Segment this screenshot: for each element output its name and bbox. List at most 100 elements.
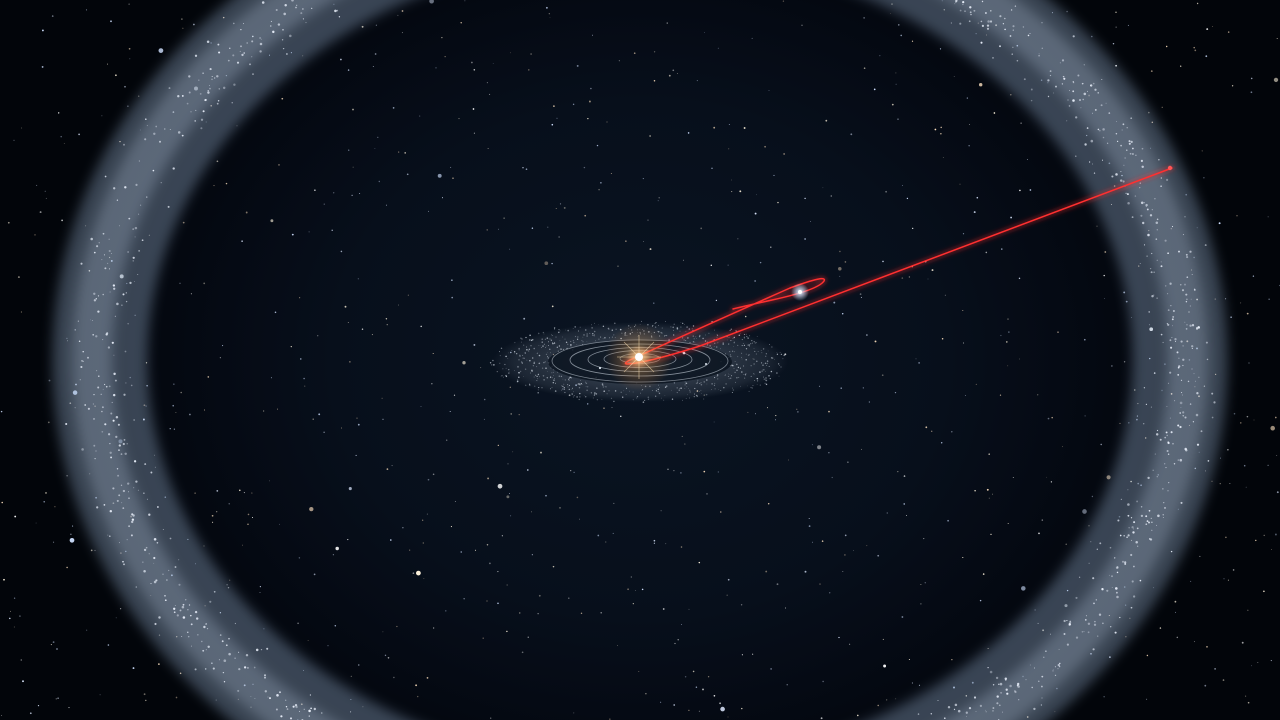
background-star (437, 173, 442, 178)
disk-particle (713, 384, 715, 386)
disk-particle (563, 388, 566, 391)
background-star (741, 707, 743, 710)
cloud-particle (232, 54, 235, 57)
cloud-particle (1150, 517, 1152, 520)
disk-particle (585, 382, 588, 385)
cloud-particle (111, 341, 114, 344)
background-star (169, 428, 171, 430)
cloud-particle (1010, 9, 1013, 11)
cloud-particle (187, 609, 189, 611)
background-star (1225, 298, 1227, 300)
background-star (99, 694, 101, 696)
cloud-particle (1185, 300, 1188, 303)
cloud-particle (295, 6, 297, 9)
background-star (592, 34, 593, 36)
disk-particle (731, 350, 734, 352)
disk-particle (700, 383, 703, 386)
cloud-particle (1047, 79, 1050, 82)
disk-particle (529, 360, 531, 362)
disk-particle (664, 395, 666, 396)
background-star (951, 659, 953, 661)
cloud-particle (1131, 152, 1134, 156)
disk-particle (615, 328, 617, 330)
background-star (1084, 415, 1086, 417)
background-star (1012, 477, 1014, 478)
cloud-particle (1005, 679, 1007, 681)
cloud-particle (84, 404, 87, 406)
disk-particle (549, 376, 551, 378)
cloud-particle (92, 403, 94, 405)
cloud-particle (232, 22, 235, 25)
background-star (204, 409, 206, 411)
cloud-particle (242, 23, 245, 25)
disk-particle (732, 387, 733, 389)
background-star (993, 112, 996, 114)
cloud-particle (1023, 78, 1026, 81)
cloud-particle (1083, 92, 1087, 96)
cloud-particle (1182, 415, 1184, 417)
background-star (788, 459, 789, 461)
disk-particle (731, 364, 734, 367)
background-star (1270, 425, 1275, 431)
cloud-particle (965, 711, 968, 714)
background-star (920, 603, 922, 605)
background-star (454, 501, 456, 502)
cloud-particle (152, 169, 155, 172)
cloud-particle (214, 77, 216, 79)
background-star (304, 385, 306, 387)
background-star (817, 445, 822, 450)
cloud-particle (1133, 565, 1135, 568)
background-star (576, 64, 579, 67)
cloud-particle (216, 75, 219, 78)
disk-particle (533, 361, 536, 364)
cloud-particle (111, 401, 113, 404)
disk-particle (780, 366, 782, 368)
cloud-particle (1124, 561, 1127, 564)
cloud-particle (145, 546, 148, 549)
background-star (630, 576, 632, 578)
disk-particle (594, 322, 595, 324)
cloud-particle (97, 310, 100, 313)
background-star (825, 119, 828, 122)
background-star (48, 379, 51, 382)
background-star (486, 600, 488, 602)
background-star (349, 361, 351, 363)
background-star (1127, 24, 1129, 26)
cloud-particle (1150, 271, 1153, 274)
background-star (1274, 533, 1277, 536)
cloud-particle (167, 205, 170, 208)
background-star (277, 408, 278, 410)
cloud-particle (1093, 623, 1097, 626)
background-star (653, 51, 656, 53)
disk-particle (538, 362, 540, 365)
cloud-particle (1127, 514, 1130, 517)
background-star (128, 47, 131, 50)
cloud-particle (153, 580, 157, 584)
cloud-particle (1000, 691, 1003, 694)
cloud-particle (959, 9, 962, 12)
cloud-particle (211, 78, 213, 81)
background-star (672, 69, 675, 72)
cloud-particle (168, 569, 170, 572)
disk-particle (687, 388, 689, 389)
disk-particle (726, 339, 728, 341)
disk-particle (611, 329, 614, 331)
disk-particle (654, 322, 656, 325)
background-star (1246, 312, 1249, 315)
cloud-particle (1149, 538, 1153, 541)
cloud-particle (138, 160, 141, 162)
background-star (901, 185, 903, 187)
cloud-particle (1075, 596, 1078, 599)
cloud-particle (1114, 557, 1116, 559)
cloud-particle (122, 507, 125, 509)
disk-particle (525, 384, 527, 386)
disk-particle (764, 362, 767, 364)
cloud-particle (211, 75, 213, 78)
background-star (401, 32, 403, 34)
cloud-particle (1169, 417, 1171, 419)
background-star (350, 675, 352, 677)
background-star (127, 105, 129, 107)
background-star (41, 29, 44, 32)
cloud-particle (206, 40, 210, 43)
background-star (348, 149, 350, 151)
